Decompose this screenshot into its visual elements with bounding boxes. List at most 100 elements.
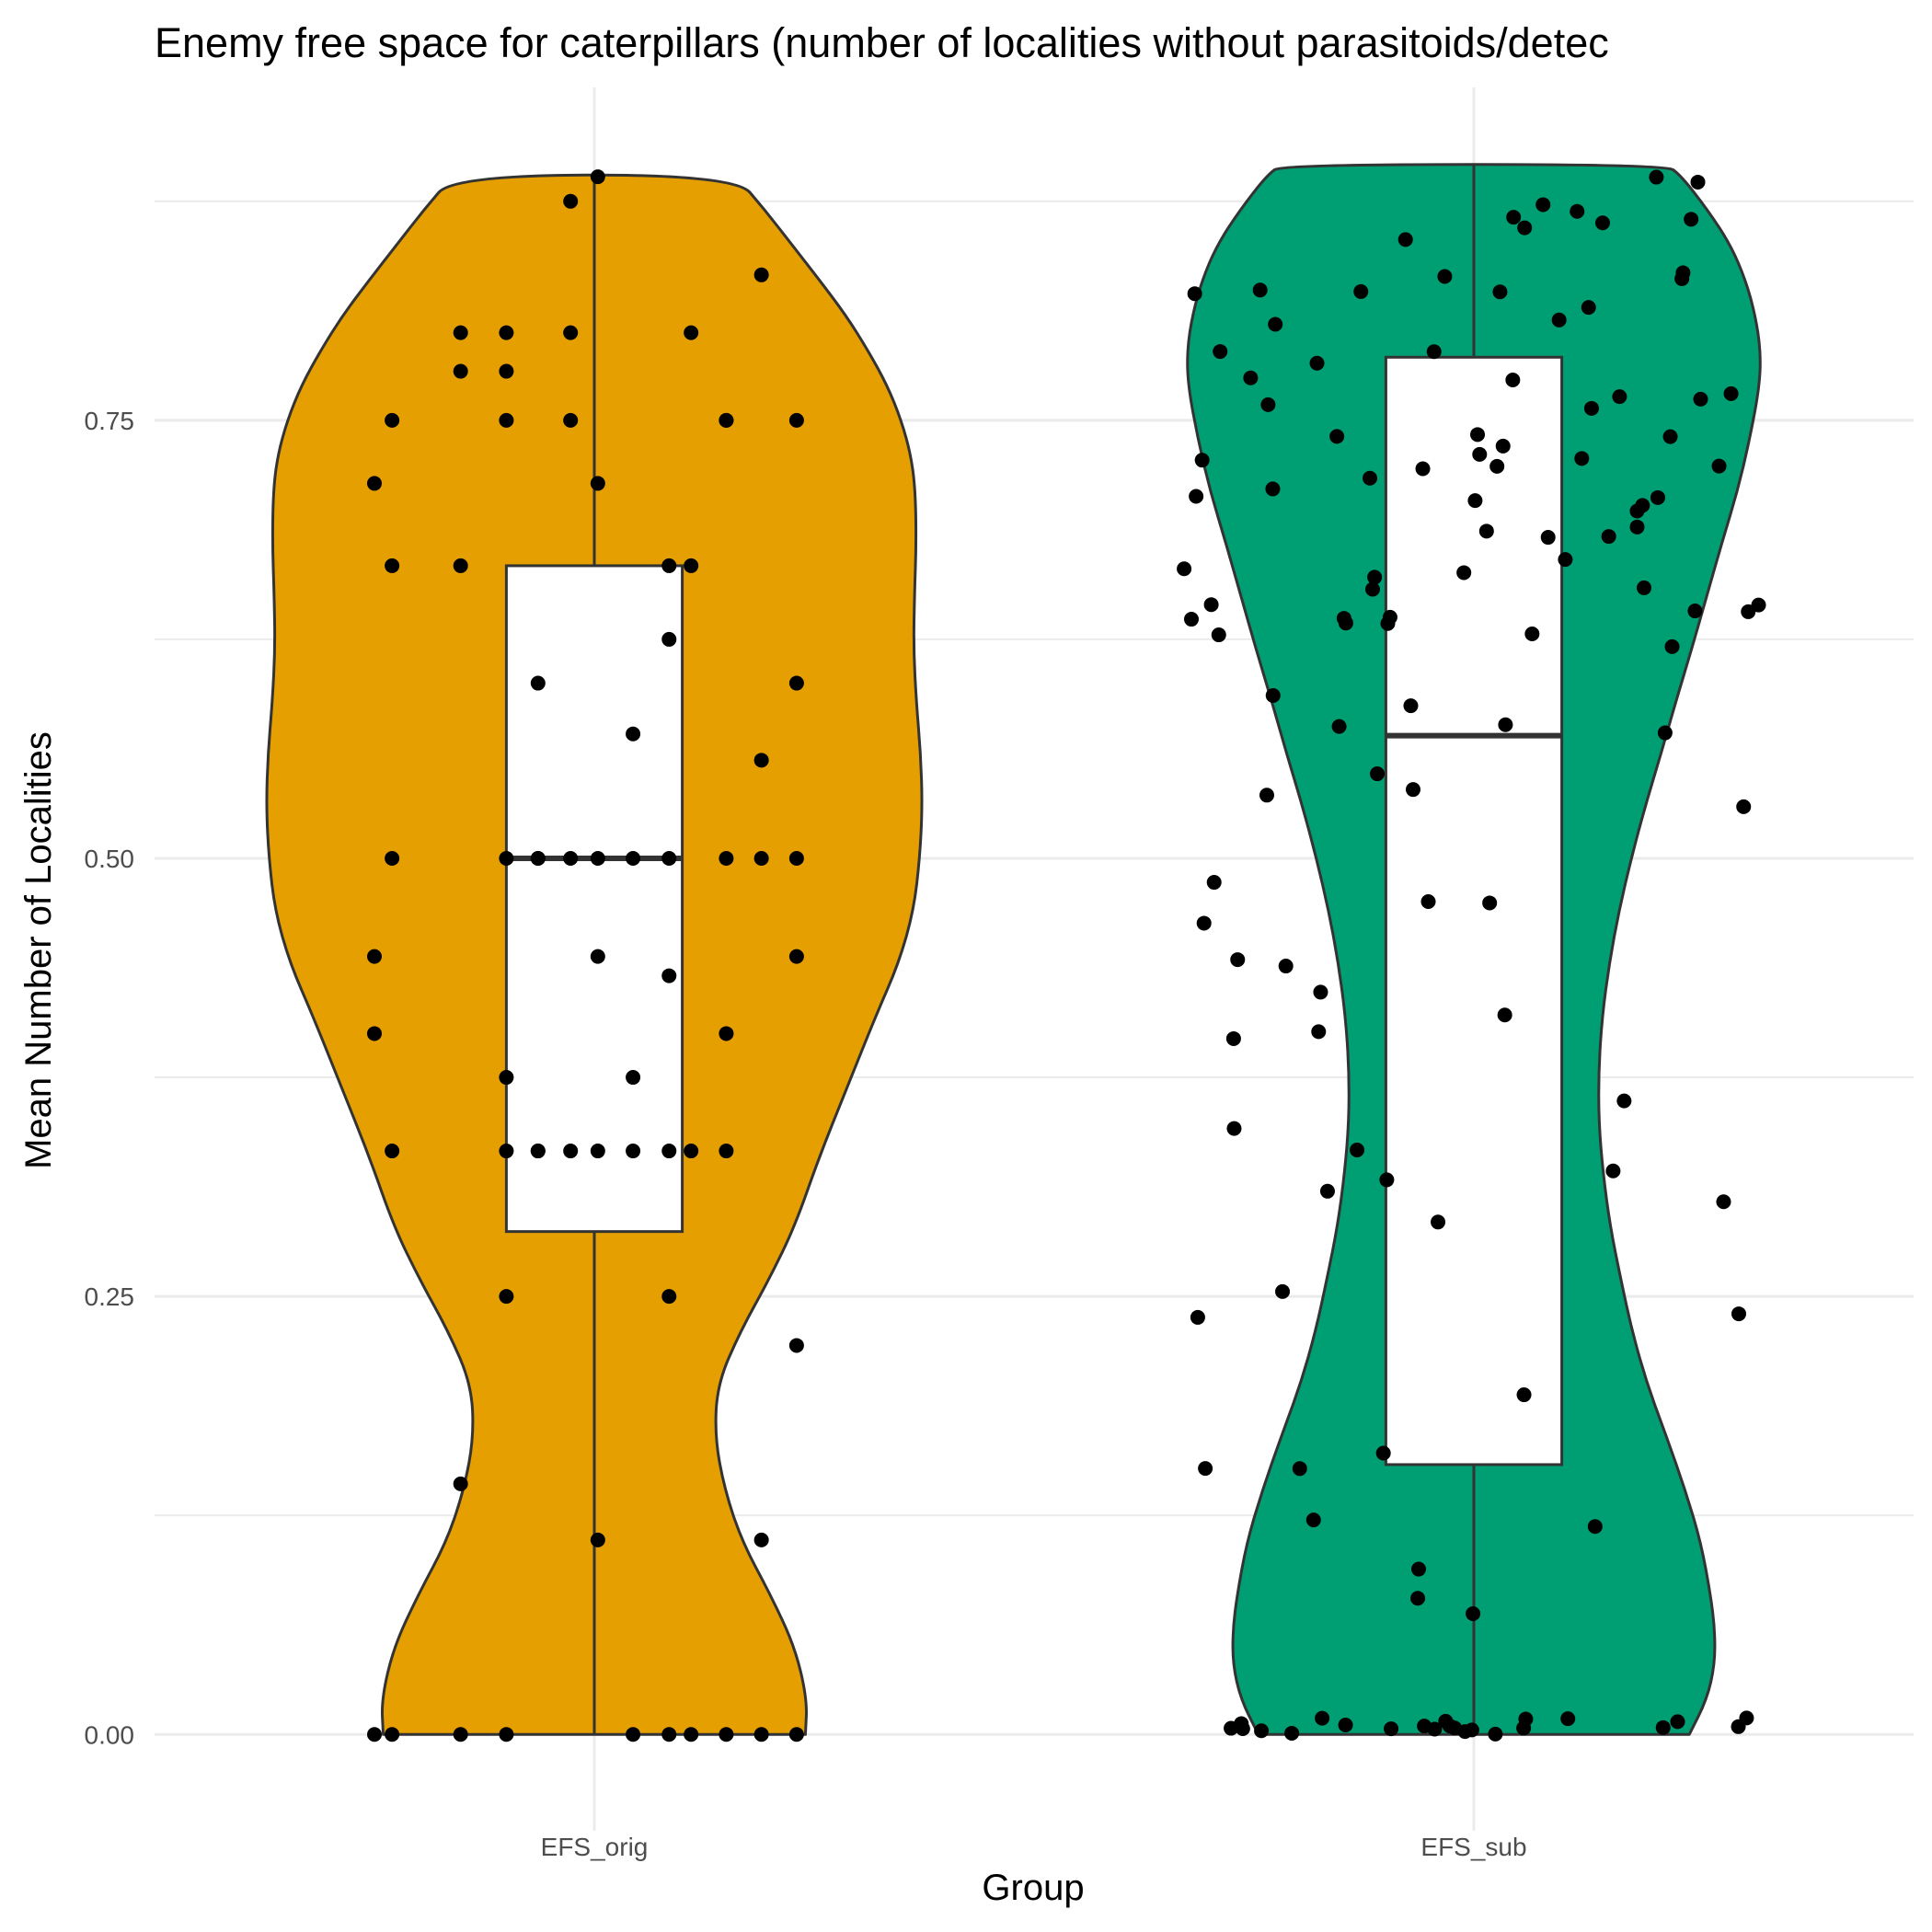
- data-point: [563, 1144, 579, 1159]
- data-point: [1517, 220, 1533, 236]
- data-point: [1581, 300, 1596, 316]
- data-point: [1670, 1714, 1685, 1730]
- data-point: [788, 1338, 804, 1353]
- data-point: [1177, 561, 1192, 577]
- data-point: [788, 850, 804, 866]
- data-point: [1574, 451, 1590, 466]
- data-point: [1456, 565, 1472, 581]
- data-point: [1664, 638, 1680, 654]
- data-point: [1226, 1121, 1242, 1136]
- data-point: [385, 850, 400, 866]
- data-point: [1466, 1605, 1481, 1621]
- data-point: [1675, 265, 1691, 281]
- data-point: [530, 1144, 546, 1159]
- data-point: [684, 1144, 699, 1159]
- data-point: [1350, 1142, 1365, 1157]
- data-point: [1482, 895, 1498, 911]
- data-point: [1637, 580, 1652, 595]
- data-point: [1690, 174, 1706, 190]
- data-point: [1495, 438, 1511, 454]
- data-point: [661, 1144, 677, 1159]
- data-point: [1384, 1721, 1399, 1737]
- data-point: [1612, 389, 1627, 405]
- data-point: [684, 1727, 699, 1742]
- data-point: [1415, 461, 1431, 477]
- data-point: [788, 949, 804, 964]
- y-tick-label: 0.75: [85, 407, 135, 435]
- data-point: [1583, 400, 1599, 416]
- data-point: [453, 363, 468, 379]
- data-point: [753, 850, 769, 866]
- data-point: [1492, 284, 1508, 300]
- data-point: [590, 1532, 605, 1547]
- data-point: [1311, 1024, 1327, 1040]
- data-point: [1367, 569, 1383, 585]
- data-point: [530, 850, 546, 866]
- data-point: [1498, 717, 1513, 732]
- chart-title: Enemy free space for caterpillars (numbe…: [155, 19, 1609, 66]
- x-tick-label: EFS_orig: [541, 1833, 649, 1861]
- data-point: [1319, 1183, 1335, 1199]
- x-tick-label: EFS_sub: [1420, 1833, 1526, 1861]
- y-axis-ticks: 0.00 0.25 0.50 0.75: [85, 407, 135, 1749]
- data-point: [1406, 782, 1421, 798]
- data-point: [1506, 210, 1522, 225]
- data-point: [590, 169, 605, 185]
- data-point: [1243, 370, 1259, 385]
- data-point: [1650, 489, 1665, 505]
- data-point: [1570, 203, 1585, 219]
- data-point: [1741, 604, 1756, 619]
- data-point: [1198, 1461, 1213, 1477]
- data-point: [1292, 1461, 1307, 1477]
- data-point: [1540, 530, 1556, 546]
- data-point: [753, 753, 769, 768]
- data-point: [626, 850, 641, 866]
- data-point: [590, 1144, 605, 1159]
- data-point: [453, 1727, 468, 1742]
- data-point: [1497, 1007, 1512, 1023]
- data-point: [719, 412, 734, 428]
- data-point: [499, 363, 514, 379]
- data-point: [1558, 552, 1573, 568]
- y-tick-label: 0.25: [85, 1282, 135, 1311]
- data-point: [385, 558, 400, 573]
- data-point: [367, 1727, 382, 1742]
- data-point: [1196, 915, 1212, 931]
- jitter-points: [367, 169, 1766, 1742]
- data-point: [1437, 269, 1453, 284]
- data-point: [499, 1289, 514, 1305]
- data-point: [499, 1144, 514, 1159]
- data-point: [1731, 1306, 1746, 1322]
- data-point: [753, 267, 769, 282]
- data-point: [1230, 952, 1246, 968]
- data-point: [1657, 725, 1673, 741]
- data-point: [626, 1070, 641, 1086]
- data-point: [1305, 1512, 1321, 1528]
- data-point: [1403, 698, 1419, 714]
- y-axis-title: Mean Number of Localities: [18, 731, 59, 1169]
- x-axis-ticks: EFS_orig EFS_sub: [541, 1833, 1527, 1861]
- data-point: [1397, 232, 1413, 247]
- data-point: [1551, 312, 1567, 328]
- data-point: [1329, 429, 1345, 444]
- data-point: [1505, 373, 1521, 388]
- data-point: [453, 325, 468, 340]
- data-point: [1268, 316, 1283, 332]
- data-point: [367, 949, 382, 964]
- x-axis-title: Group: [982, 1868, 1084, 1908]
- data-point: [563, 325, 579, 340]
- data-point: [661, 850, 677, 866]
- data-point: [1265, 481, 1281, 497]
- data-point: [499, 325, 514, 340]
- data-point: [1616, 1093, 1632, 1109]
- data-point: [385, 412, 400, 428]
- data-point: [499, 850, 514, 866]
- data-point: [1467, 493, 1483, 509]
- data-point: [563, 850, 579, 866]
- data-point: [1235, 1721, 1250, 1737]
- data-point: [1687, 604, 1703, 619]
- data-point: [1275, 1283, 1291, 1299]
- data-point: [499, 1070, 514, 1086]
- data-point: [1265, 687, 1281, 703]
